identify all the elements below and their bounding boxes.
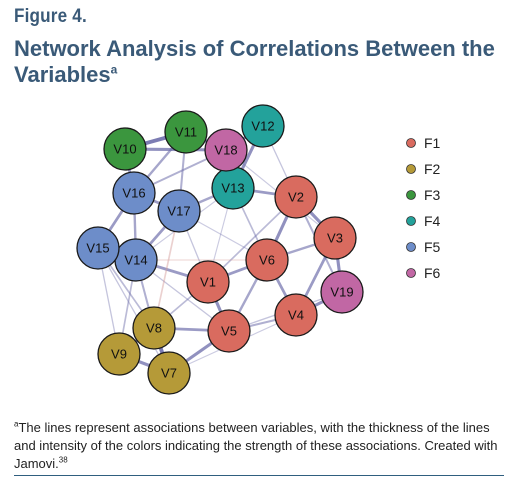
node-v17: V17 xyxy=(157,189,201,233)
legend-label-f1: F1 xyxy=(424,135,441,151)
node-v15: V15 xyxy=(76,226,120,270)
network-nodes: V1 V2 V3 V4 V5 V6 V7 V8 V9 V10 V11 V12 V13 V14 V15 V16 V… xyxy=(76,104,364,395)
node-v2: V2 xyxy=(274,175,318,219)
figure-title: Network Analysis of Correlations Between… xyxy=(14,36,504,88)
node-v16: V16 xyxy=(112,171,156,215)
node-label-v7: V7 xyxy=(161,366,177,381)
node-circle-v11 xyxy=(164,110,208,154)
node-label-v18: V18 xyxy=(214,143,237,158)
node-circle-v1 xyxy=(186,260,230,304)
node-v19: V19 xyxy=(320,270,364,314)
legend-item-f6: F6 xyxy=(406,265,441,281)
node-label-v1: V1 xyxy=(200,275,216,290)
node-label-v5: V5 xyxy=(221,324,237,339)
footnote-reference: 38 xyxy=(58,455,68,465)
node-label-v13: V13 xyxy=(221,181,244,196)
node-v12: V12 xyxy=(241,104,285,148)
edge-v15-v7 xyxy=(97,247,170,374)
legend-item-f1: F1 xyxy=(406,135,441,151)
node-label-v3: V3 xyxy=(327,231,343,246)
node-label-v6: V6 xyxy=(259,253,275,268)
node-v1: V1 xyxy=(186,260,230,304)
figure-label: Figure 4. xyxy=(14,6,87,27)
node-circle-v7 xyxy=(147,351,191,395)
legend: F1 F2 F3 F4 F5 F6 xyxy=(406,135,441,281)
node-circle-v17 xyxy=(157,189,201,233)
node-label-v8: V8 xyxy=(146,321,162,336)
figure-title-text: Network Analysis of Correlations Between… xyxy=(14,36,495,87)
node-v8: V8 xyxy=(132,306,176,350)
node-circle-v16 xyxy=(112,171,156,215)
node-v9: V9 xyxy=(97,332,141,376)
legend-swatch-f4 xyxy=(406,216,416,226)
node-circle-v6 xyxy=(245,238,289,282)
node-circle-v8 xyxy=(132,306,176,350)
node-circle-v9 xyxy=(97,332,141,376)
node-v10: V10 xyxy=(103,127,147,171)
node-v5: V5 xyxy=(207,309,251,353)
legend-swatch-f2 xyxy=(406,164,416,174)
node-circle-v12 xyxy=(241,104,285,148)
legend-swatch-f5 xyxy=(406,242,416,252)
node-label-v14: V14 xyxy=(124,253,147,268)
legend-label-f3: F3 xyxy=(424,187,441,203)
node-v7: V7 xyxy=(147,351,191,395)
node-label-v10: V10 xyxy=(113,142,136,157)
network-graph: V1 V2 V3 V4 V5 V6 V7 V8 V9 V10 V11 V12 V13 V14 V15 V16 V… xyxy=(76,104,441,395)
node-circle-v18 xyxy=(204,128,248,172)
footnote-marker: a xyxy=(14,419,19,429)
node-circle-v4 xyxy=(274,293,318,337)
node-v4: V4 xyxy=(274,293,318,337)
legend-label-f5: F5 xyxy=(424,239,441,255)
node-label-v4: V4 xyxy=(288,308,304,323)
legend-swatch-f6 xyxy=(406,268,416,278)
footnote: aThe lines represent associations betwee… xyxy=(14,419,506,473)
node-v18: V18 xyxy=(204,128,248,172)
footnote-text: The lines represent associations between… xyxy=(14,420,498,471)
node-circle-v3 xyxy=(313,216,357,260)
legend-label-f4: F4 xyxy=(424,213,441,229)
legend-label-f2: F2 xyxy=(424,161,441,177)
node-label-v15: V15 xyxy=(86,241,109,256)
legend-swatch-f1 xyxy=(406,138,416,148)
node-label-v19: V19 xyxy=(330,285,353,300)
node-v13: V13 xyxy=(211,166,255,210)
bottom-rule xyxy=(14,475,504,476)
node-v14: V14 xyxy=(114,238,158,282)
legend-item-f5: F5 xyxy=(406,239,441,255)
node-label-v9: V9 xyxy=(111,347,127,362)
node-label-v2: V2 xyxy=(288,190,304,205)
legend-swatch-f3 xyxy=(406,190,416,200)
node-v3: V3 xyxy=(313,216,357,260)
node-circle-v15 xyxy=(76,226,120,270)
legend-item-f4: F4 xyxy=(406,213,441,229)
node-label-v17: V17 xyxy=(167,204,190,219)
node-label-v16: V16 xyxy=(122,186,145,201)
node-circle-v2 xyxy=(274,175,318,219)
node-label-v12: V12 xyxy=(251,119,274,134)
node-v11: V11 xyxy=(164,110,208,154)
node-circle-v19 xyxy=(320,270,364,314)
title-footnote-marker: a xyxy=(110,62,118,77)
node-v6: V6 xyxy=(245,238,289,282)
node-circle-v5 xyxy=(207,309,251,353)
legend-item-f2: F2 xyxy=(406,161,441,177)
legend-item-f3: F3 xyxy=(406,187,441,203)
node-circle-v10 xyxy=(103,127,147,171)
legend-label-f6: F6 xyxy=(424,265,441,281)
node-label-v11: V11 xyxy=(175,125,197,140)
